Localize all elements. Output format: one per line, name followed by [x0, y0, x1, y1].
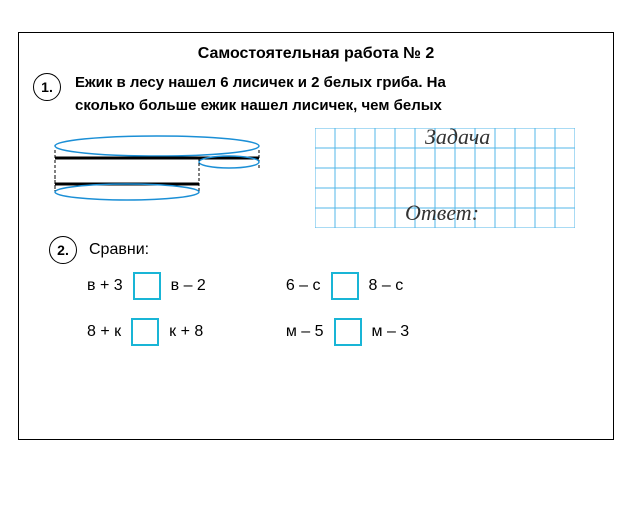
task-2-label: Сравни: [89, 241, 149, 259]
worksheet-frame: Самостоятельная работа № 2 1. Ежик в лес… [18, 32, 614, 440]
compare-box[interactable] [131, 318, 159, 346]
segment-diagram [49, 128, 279, 208]
cmp-right: к + 8 [169, 323, 203, 341]
compare-col-2: 6 – с 8 – с м – 5 м – 3 [286, 272, 409, 346]
compare-row: 8 + к к + 8 [87, 318, 206, 346]
task-1-number: 1. [33, 73, 61, 101]
compare-row: 6 – с 8 – с [286, 272, 409, 300]
cmp-right: в – 2 [171, 277, 206, 295]
label-problem: Задача [425, 124, 490, 150]
compare-grid: в + 3 в – 2 8 + к к + 8 6 – с 8 – с м – … [19, 264, 613, 346]
task-1-line1: Ежик в лесу нашел 6 лисичек и 2 белых гр… [75, 74, 446, 91]
task-1: 1. Ежик в лесу нашел 6 лисичек и 2 белых… [19, 71, 613, 118]
task-2-number: 2. [49, 236, 77, 264]
compare-row: м – 5 м – 3 [286, 318, 409, 346]
task-1-line2: сколько больше ежик нашел лисичек, чем б… [75, 97, 442, 114]
compare-col-1: в + 3 в – 2 8 + к к + 8 [87, 272, 206, 346]
compare-row: в + 3 в – 2 [87, 272, 206, 300]
cmp-left: в + 3 [87, 277, 123, 295]
cmp-left: 8 + к [87, 323, 121, 341]
label-answer: Ответ: [405, 200, 479, 226]
compare-box[interactable] [133, 272, 161, 300]
cmp-left: м – 5 [286, 323, 324, 341]
task-1-text: Ежик в лесу нашел 6 лисичек и 2 белых гр… [75, 71, 446, 118]
cmp-right: м – 3 [372, 323, 410, 341]
compare-box[interactable] [334, 318, 362, 346]
task-2-head: 2. Сравни: [19, 228, 613, 264]
mid-row: Задача Ответ: [19, 118, 613, 228]
compare-box[interactable] [331, 272, 359, 300]
cmp-left: 6 – с [286, 277, 321, 295]
cmp-right: 8 – с [369, 277, 404, 295]
worksheet-title: Самостоятельная работа № 2 [19, 45, 613, 63]
answer-grid: Задача Ответ: [315, 128, 575, 228]
